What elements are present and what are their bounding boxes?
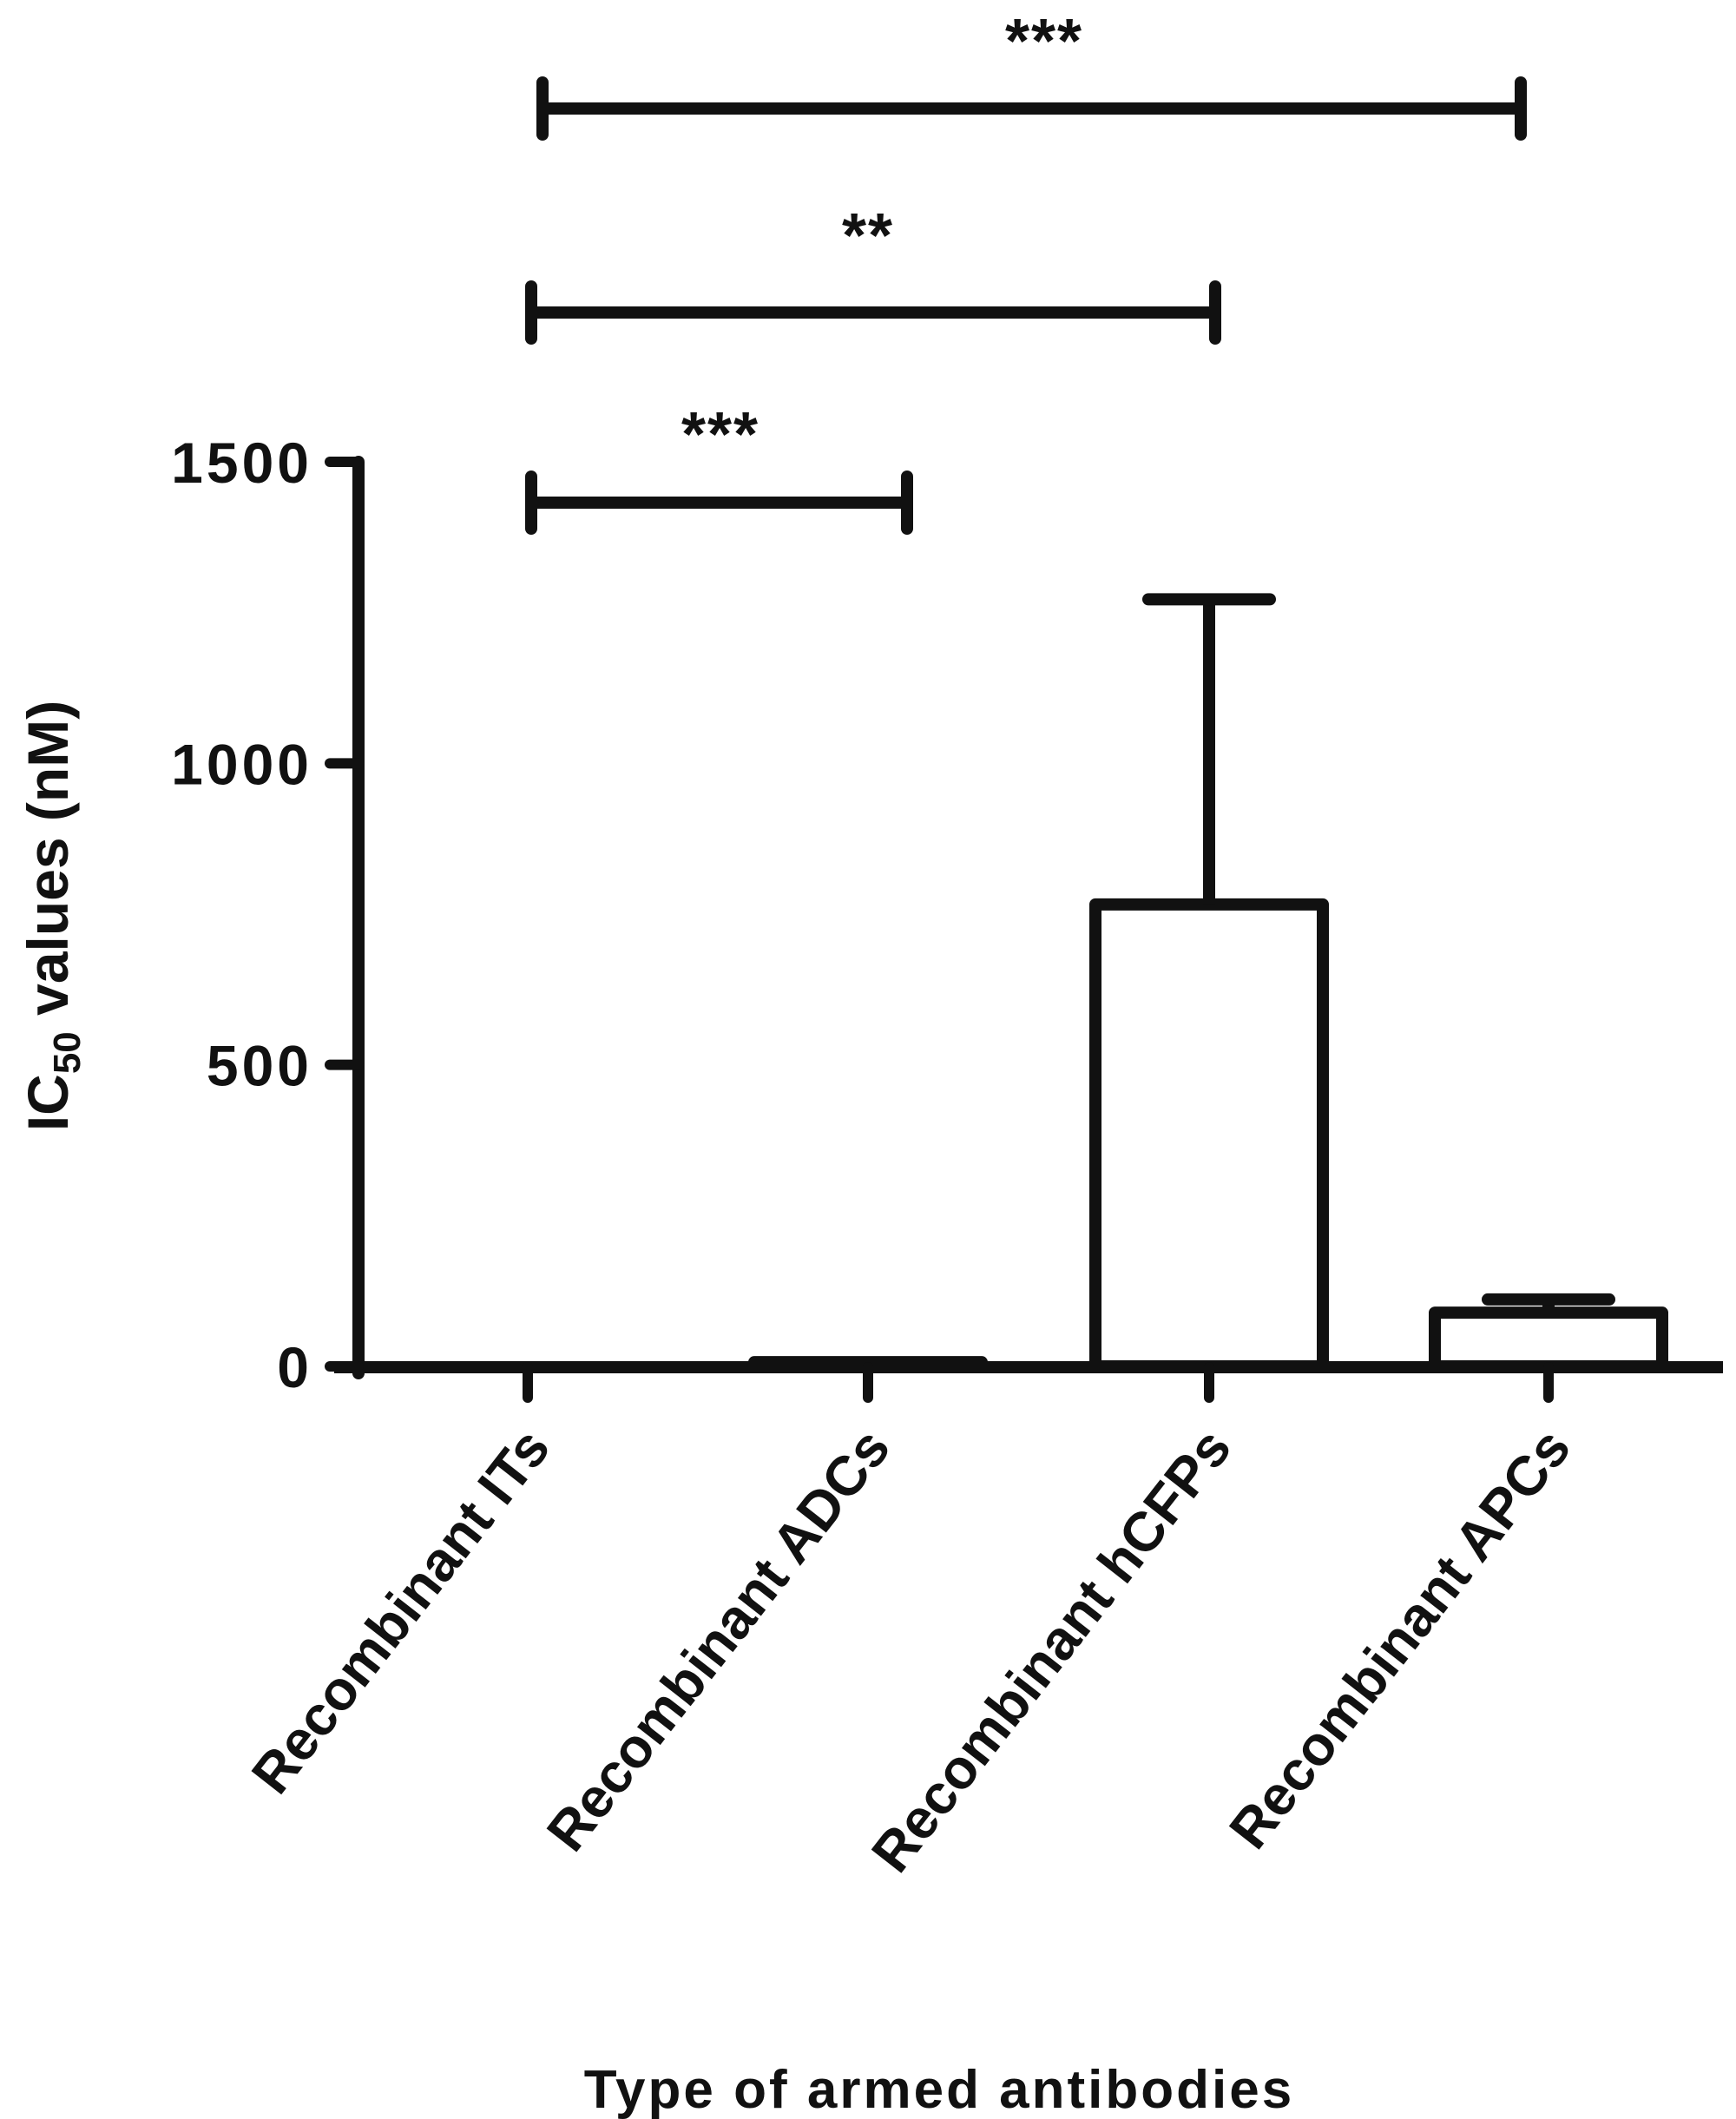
x-tick-label: Recombinant hCFPs [859, 1417, 1243, 1883]
significance-label: *** [681, 400, 760, 470]
bar [1089, 898, 1329, 1373]
y-axis-title: IC50 values (nM) [16, 701, 89, 1131]
y-axis-title-rest: values (nM) [16, 701, 80, 1031]
x-axis-title: Type of armed antibodies [584, 2060, 1294, 2119]
x-tick-label: Recombinant ITs [240, 1417, 562, 1805]
y-axis-title-main: IC [16, 1074, 80, 1131]
y-axis-title-subscript: 50 [46, 1031, 89, 1074]
axes [334, 456, 1723, 1379]
x-tick-label: Recombinant APCs [1217, 1417, 1582, 1859]
significance-label: *** [1005, 7, 1083, 76]
significance-label: ** [842, 201, 894, 271]
y-tick-label: 500 [207, 1034, 312, 1098]
significance-brackets: ******** [525, 7, 1527, 535]
x-tick-label: Recombinant ADCs [535, 1417, 902, 1862]
y-tick-label: 1000 [171, 732, 312, 796]
y-tick-label: 1500 [171, 431, 312, 495]
y-tick-label: 0 [277, 1335, 312, 1399]
bars [748, 593, 1668, 1373]
bar [1429, 1306, 1668, 1373]
y-ticks: 0 500 1000 1500 [171, 431, 364, 1399]
